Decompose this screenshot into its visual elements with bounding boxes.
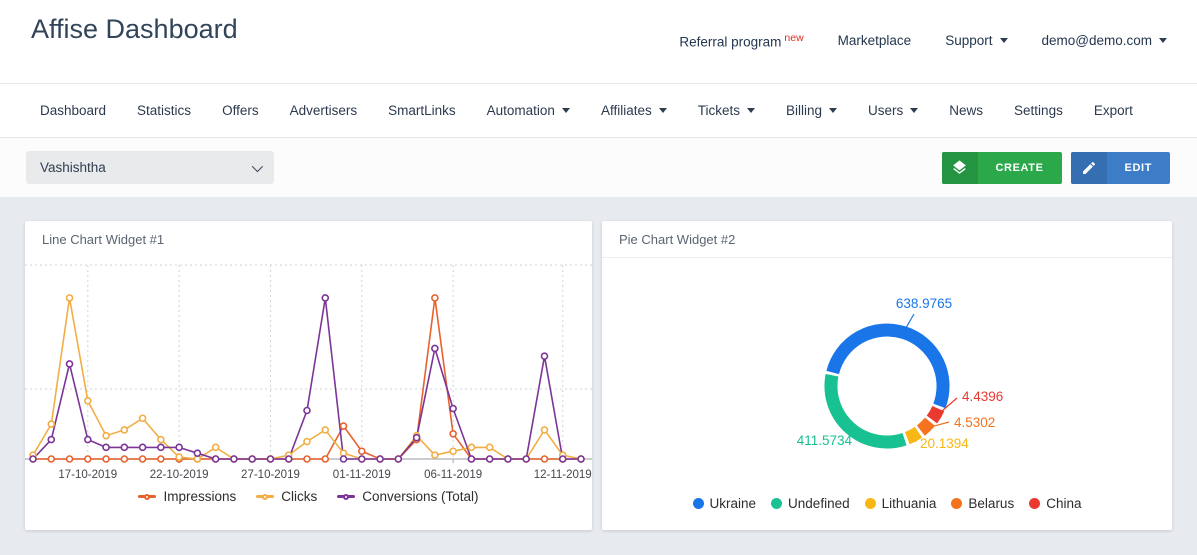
caret-down-icon bbox=[562, 108, 570, 113]
header-link-marketplace[interactable]: Marketplace bbox=[838, 33, 912, 48]
filter-bar: Vashishtha CREATE EDIT bbox=[0, 138, 1197, 197]
legend-item-china[interactable]: China bbox=[1029, 496, 1081, 511]
create-button[interactable]: CREATE bbox=[942, 152, 1062, 184]
x-axis-tick-label: 22-10-2019 bbox=[150, 469, 209, 481]
nav-item-statistics[interactable]: Statistics bbox=[137, 103, 191, 118]
legend-label: Ukraine bbox=[710, 496, 757, 511]
new-badge: new bbox=[784, 32, 803, 44]
slice-value-label-china: 4.4396 bbox=[962, 389, 1003, 404]
legend-dot-icon bbox=[865, 498, 876, 509]
chevron-down-icon bbox=[252, 160, 263, 171]
donut-chart: 638.9765 4.4396 4.5302 20.1394 411.5734 bbox=[602, 258, 1172, 495]
nav-item-automation[interactable]: Automation bbox=[487, 103, 570, 118]
legend-item-undefined[interactable]: Undefined bbox=[771, 496, 850, 511]
legend-item-belarus[interactable]: Belarus bbox=[951, 496, 1014, 511]
line-chart-widget: Line Chart Widget #1 17-10-2019 22-10-201… bbox=[25, 221, 592, 530]
x-axis-tick-label: 27-10-2019 bbox=[241, 469, 300, 481]
legend-dot-icon bbox=[1029, 498, 1040, 509]
caret-down-icon bbox=[1000, 38, 1008, 43]
nav-item-export[interactable]: Export bbox=[1094, 103, 1133, 118]
nav-item-users[interactable]: Users bbox=[868, 103, 918, 118]
caret-down-icon bbox=[829, 108, 837, 113]
create-button-label: CREATE bbox=[978, 152, 1062, 184]
main-nav: Dashboard Statistics Offers Advertisers Smar… bbox=[0, 84, 1197, 138]
dashboard-selector[interactable]: Vashishtha bbox=[26, 151, 274, 184]
widgets-area: Line Chart Widget #1 17-10-2019 22-10-201… bbox=[0, 197, 1197, 530]
line-chart-widget-title: Line Chart Widget #1 bbox=[25, 221, 592, 257]
header-link-support[interactable]: Support bbox=[945, 33, 1007, 48]
legend-marker-icon bbox=[256, 495, 274, 498]
legend-label: Lithuania bbox=[882, 496, 937, 511]
caret-down-icon bbox=[747, 108, 755, 113]
legend-dot-icon bbox=[771, 498, 782, 509]
caret-down-icon bbox=[1159, 38, 1167, 43]
x-axis-tick-label: 12-11-2019 bbox=[534, 469, 592, 481]
legend-label: Belarus bbox=[968, 496, 1014, 511]
edit-button[interactable]: EDIT bbox=[1071, 152, 1170, 184]
caret-down-icon bbox=[659, 108, 667, 113]
legend-dot-icon bbox=[951, 498, 962, 509]
nav-item-settings[interactable]: Settings bbox=[1014, 103, 1063, 118]
header-link-referral-program[interactable]: Referral programnew bbox=[679, 32, 803, 50]
line-chart-legend: Impressions Clicks Conversions (Total) bbox=[25, 489, 592, 504]
page-title: Affise Dashboard bbox=[0, 0, 238, 45]
legend-marker-icon bbox=[337, 495, 355, 498]
pie-chart-legend: Ukraine Undefined Lithuania Belarus China bbox=[602, 496, 1172, 511]
nav-item-affiliates[interactable]: Affiliates bbox=[601, 103, 667, 118]
nav-item-advertisers[interactable]: Advertisers bbox=[290, 103, 358, 118]
nav-item-billing[interactable]: Billing bbox=[786, 103, 837, 118]
pie-chart-widget-title: Pie Chart Widget #2 bbox=[602, 221, 1172, 258]
app-header: Affise Dashboard Referral programnew Mark… bbox=[0, 0, 1197, 84]
pencil-icon bbox=[1071, 152, 1107, 184]
legend-item-ukraine[interactable]: Ukraine bbox=[693, 496, 757, 511]
legend-label: Impressions bbox=[163, 489, 236, 504]
x-axis-tick-label: 17-10-2019 bbox=[58, 469, 117, 481]
line-chart: 17-10-2019 22-10-2019 27-10-2019 01-11-2019… bbox=[25, 257, 592, 487]
caret-down-icon bbox=[910, 108, 918, 113]
slice-value-label-belarus: 4.5302 bbox=[954, 415, 995, 430]
nav-item-smartlinks[interactable]: SmartLinks bbox=[388, 103, 456, 118]
legend-item-clicks[interactable]: Clicks bbox=[256, 489, 317, 504]
pie-chart-widget: Pie Chart Widget #2 638.9765 4.4396 4.5302… bbox=[602, 221, 1172, 530]
slice-value-label-lithuania: 20.1394 bbox=[920, 436, 969, 451]
x-axis-tick-label: 06-11-2019 bbox=[424, 469, 482, 481]
legend-dot-icon bbox=[693, 498, 704, 509]
x-axis-tick-label: 01-11-2019 bbox=[333, 469, 391, 481]
legend-label: China bbox=[1046, 496, 1081, 511]
layers-icon bbox=[942, 152, 978, 184]
action-buttons: CREATE EDIT bbox=[942, 152, 1170, 184]
nav-item-news[interactable]: News bbox=[949, 103, 983, 118]
legend-marker-icon bbox=[138, 495, 156, 498]
nav-item-offers[interactable]: Offers bbox=[222, 103, 259, 118]
legend-item-conversions-total[interactable]: Conversions (Total) bbox=[337, 489, 478, 504]
nav-item-tickets[interactable]: Tickets bbox=[698, 103, 755, 118]
edit-button-label: EDIT bbox=[1107, 152, 1170, 184]
header-links: Referral programnew Marketplace Support dem… bbox=[679, 0, 1197, 50]
slice-value-label-undefined: 411.5734 bbox=[797, 433, 853, 448]
legend-item-lithuania[interactable]: Lithuania bbox=[865, 496, 937, 511]
legend-item-impressions[interactable]: Impressions bbox=[138, 489, 236, 504]
nav-item-dashboard[interactable]: Dashboard bbox=[40, 103, 106, 118]
legend-label: Clicks bbox=[281, 489, 317, 504]
slice-value-label-ukraine: 638.9765 bbox=[896, 296, 952, 311]
header-link-demo-demo-com[interactable]: demo@demo.com bbox=[1042, 33, 1168, 48]
dashboard-selector-value: Vashishtha bbox=[40, 160, 106, 175]
legend-label: Undefined bbox=[788, 496, 850, 511]
legend-label: Conversions (Total) bbox=[362, 489, 478, 504]
